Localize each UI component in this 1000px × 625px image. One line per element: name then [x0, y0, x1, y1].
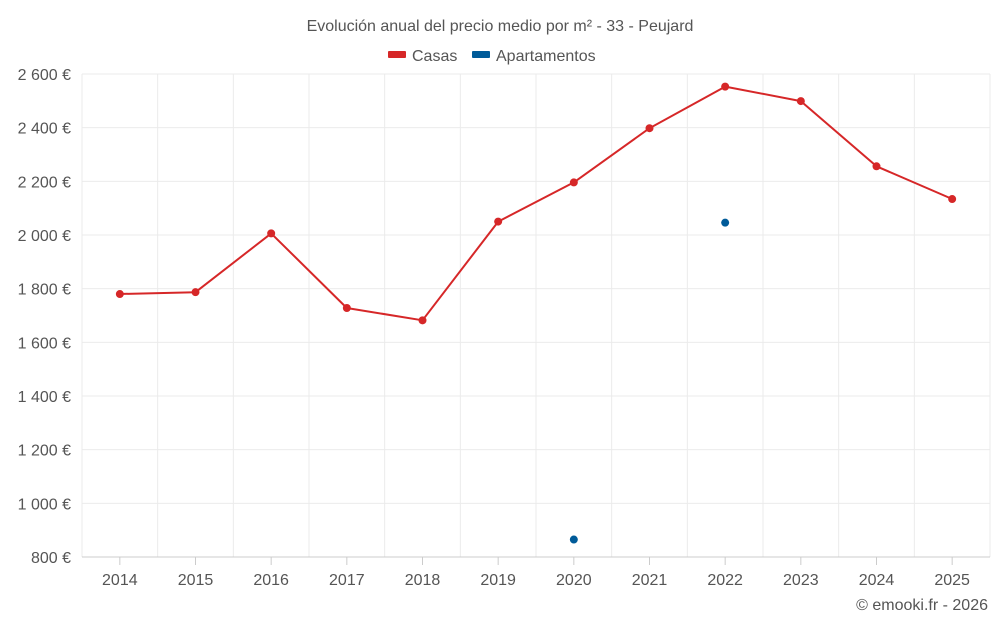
legend-label-apartamentos: Apartamentos	[496, 48, 596, 65]
grid	[81, 73, 991, 557]
y-tick-label: 1 600 €	[18, 335, 71, 352]
data-point-casas	[418, 316, 427, 325]
data-point-casas	[494, 217, 503, 226]
y-tick-label: 1 400 €	[18, 389, 71, 406]
data-point-casas	[796, 97, 805, 106]
chart-title: Evolución anual del precio medio por m² …	[307, 18, 694, 35]
x-tick-label: 2021	[632, 572, 668, 589]
axes: 800 € 1 000 € 1 200 € 1 400 € 1 600 € 1 800 €…	[18, 67, 990, 589]
data-point-casas	[948, 195, 957, 204]
data-point-casas	[872, 162, 881, 171]
y-tick-label: 1 000 €	[18, 496, 71, 513]
x-tick-label: 2015	[178, 572, 214, 589]
y-tick-label: 2 200 €	[18, 174, 71, 191]
credit-text: © emooki.fr - 2026	[856, 597, 988, 614]
legend-item-apartamentos[interactable]: Apartamentos	[472, 48, 596, 65]
legend-swatch-apartamentos	[472, 51, 490, 58]
y-tick-label: 800 €	[31, 550, 71, 567]
x-tick-label: 2025	[934, 572, 970, 589]
legend-label-casas: Casas	[412, 48, 457, 65]
x-tick-label: 2020	[556, 572, 592, 589]
x-tick-label: 2014	[102, 572, 138, 589]
data-point-casas	[342, 303, 351, 312]
data-point-casas	[267, 229, 276, 238]
data-point-apartamentos	[569, 535, 578, 544]
data-point-casas	[645, 124, 654, 133]
series-line-casas	[119, 85, 953, 322]
y-tick-label: 2 600 €	[18, 67, 71, 84]
data-point-casas	[569, 178, 578, 187]
data-point-casas	[115, 290, 124, 299]
x-tick-label: 2023	[783, 572, 819, 589]
legend-item-casas[interactable]: Casas	[388, 48, 457, 65]
x-tick-label: 2019	[480, 572, 516, 589]
legend-swatch-casas	[388, 51, 406, 58]
legend: Casas Apartamentos	[388, 48, 596, 65]
x-tick-label: 2017	[329, 572, 365, 589]
data-point-casas	[191, 288, 200, 297]
y-tick-label: 1 800 €	[18, 282, 71, 299]
y-tick-label: 2 000 €	[18, 228, 71, 245]
x-tick-label: 2016	[253, 572, 289, 589]
y-tick-label: 2 400 €	[18, 121, 71, 138]
x-tick-label: 2018	[405, 572, 441, 589]
x-tick-label: 2024	[859, 572, 895, 589]
x-tick-label: 2022	[707, 572, 743, 589]
data-point-apartamentos	[721, 218, 730, 227]
series	[115, 82, 957, 544]
y-tick-label: 1 200 €	[18, 443, 71, 460]
data-point-casas	[721, 82, 730, 91]
